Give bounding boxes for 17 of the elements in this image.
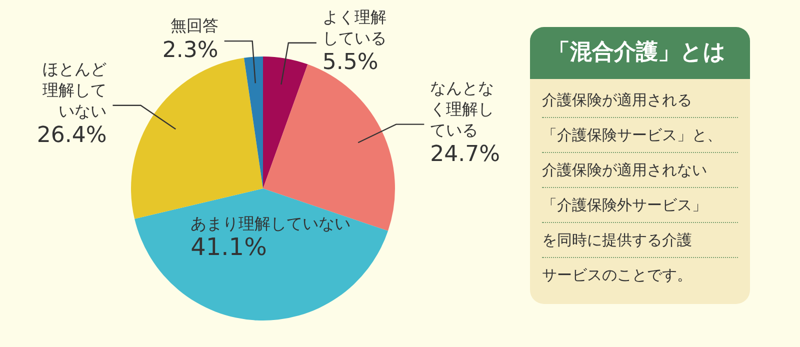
text: を同時に提供する介護 bbox=[542, 223, 738, 258]
slice-label: 無回答 bbox=[170, 16, 218, 36]
text: 「混合介護」とは bbox=[530, 27, 750, 79]
text: サービスのことです。 bbox=[542, 265, 693, 286]
text: 「介護保険外サービス」 bbox=[542, 188, 738, 223]
slice-label: あまり理解していない bbox=[190, 214, 351, 233]
data-label: 5.5% bbox=[322, 50, 378, 76]
data-label: 41.1% bbox=[190, 232, 267, 261]
data-label: 2.3% bbox=[162, 38, 218, 63]
slice-label: ほとんど理解していない bbox=[42, 60, 107, 121]
slice-label: よく理解している bbox=[322, 8, 386, 48]
slice-label: なんとなく理解している bbox=[430, 78, 494, 140]
text: 介護保険が適用されない bbox=[542, 153, 738, 188]
data-label: 24.7% bbox=[430, 142, 500, 168]
text: 「介護保険サービス」と、 bbox=[542, 118, 738, 153]
text: 介護保険が適用される bbox=[542, 83, 738, 118]
data-label: 26.4% bbox=[36, 123, 107, 148]
